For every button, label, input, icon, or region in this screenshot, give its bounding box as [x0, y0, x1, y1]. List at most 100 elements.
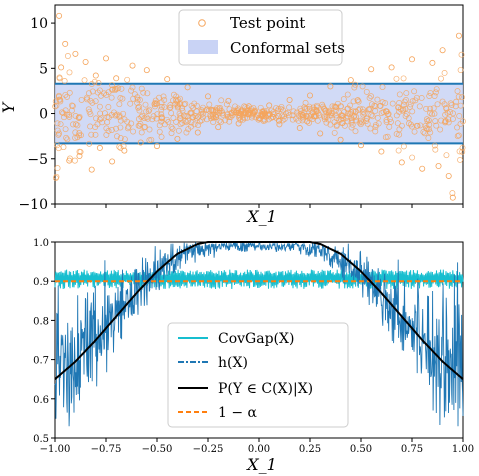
test-point — [121, 136, 128, 143]
test-point — [92, 131, 99, 138]
test-point — [96, 103, 103, 110]
test-point — [431, 110, 438, 117]
test-point — [86, 140, 93, 147]
test-point — [265, 112, 272, 119]
test-point — [352, 128, 359, 135]
test-point — [424, 118, 431, 125]
h-line — [54, 241, 464, 427]
test-point — [297, 108, 304, 115]
test-point — [421, 130, 428, 137]
test-point — [158, 111, 165, 118]
test-point — [137, 96, 143, 103]
test-point — [216, 117, 223, 124]
test-point — [225, 97, 232, 104]
test-point — [452, 103, 459, 110]
test-point — [338, 116, 344, 123]
test-point — [408, 56, 415, 63]
bottom-y-ticks: 0.5 0.6 0.7 0.8 0.9 1.0 — [33, 238, 55, 445]
test-point — [332, 107, 339, 114]
test-point — [92, 72, 99, 79]
test-point — [56, 96, 63, 103]
test-point — [423, 105, 430, 112]
test-point — [232, 109, 239, 116]
test-point — [128, 87, 135, 94]
test-point — [210, 114, 217, 121]
test-point — [175, 127, 182, 134]
test-point — [384, 108, 390, 115]
test-point — [331, 129, 338, 136]
y-tick-label: 5 — [39, 61, 48, 77]
test-point — [360, 111, 367, 118]
test-point — [226, 106, 233, 113]
test-point — [458, 51, 465, 58]
test-point — [151, 101, 158, 108]
test-point — [455, 132, 462, 139]
x-tick-label: 0.75 — [401, 444, 423, 455]
y-tick-label: 0.9 — [33, 277, 49, 288]
test-point — [432, 118, 439, 125]
test-point — [182, 100, 189, 107]
test-point — [89, 88, 96, 95]
test-point — [341, 122, 348, 129]
test-point — [361, 110, 368, 117]
test-point — [124, 125, 131, 132]
legend-label-test-point: Test point — [230, 14, 305, 32]
test-point — [62, 126, 69, 133]
test-point — [117, 124, 124, 131]
test-point — [283, 110, 290, 117]
test-point — [419, 165, 426, 172]
test-point — [108, 127, 115, 133]
test-point — [144, 115, 151, 122]
test-point — [261, 117, 268, 124]
test-point — [128, 120, 135, 127]
test-point — [184, 84, 191, 91]
test-point — [420, 128, 427, 135]
test-point — [137, 120, 144, 127]
y-tick-label: 0.7 — [33, 356, 49, 367]
test-point — [64, 136, 71, 143]
test-point — [320, 113, 327, 120]
test-point — [355, 98, 362, 105]
test-point — [368, 93, 375, 100]
test-point — [138, 129, 145, 136]
test-point — [322, 107, 329, 114]
test-point — [403, 90, 410, 97]
test-point — [134, 96, 141, 103]
test-point — [117, 144, 124, 151]
test-point — [84, 94, 90, 101]
test-point — [359, 83, 366, 90]
x-tick-label: −0.75 — [91, 444, 122, 455]
test-point — [170, 91, 177, 98]
test-point — [117, 135, 124, 142]
test-point — [109, 82, 115, 88]
test-point — [454, 88, 461, 95]
test-point — [442, 118, 449, 125]
bottom-legend: CovGap(X) h(X) P(Y ∈ C(X)|X) 1 − α — [167, 322, 349, 428]
test-point — [458, 94, 465, 101]
test-point — [378, 148, 385, 155]
test-point — [213, 108, 220, 115]
test-point — [354, 97, 361, 104]
legend-label-covgap: CovGap(X) — [218, 331, 294, 347]
test-point — [409, 154, 416, 161]
test-point — [148, 136, 155, 143]
test-point — [260, 107, 267, 114]
test-point — [235, 105, 242, 112]
test-point — [393, 75, 400, 82]
test-point — [152, 100, 159, 106]
test-point — [174, 98, 181, 105]
test-point — [254, 112, 261, 119]
test-point — [459, 148, 466, 155]
test-point — [177, 112, 184, 119]
test-point — [54, 165, 61, 172]
test-point — [105, 104, 112, 110]
test-point — [57, 121, 64, 128]
test-point — [218, 97, 225, 104]
test-point — [289, 112, 296, 119]
test-point — [273, 105, 280, 111]
test-point — [72, 129, 79, 136]
legend-label-prob: P(Y ∈ C(X)|X) — [218, 381, 313, 397]
test-point — [356, 105, 363, 112]
test-point — [363, 88, 370, 95]
x-tick-label: −1.00 — [40, 444, 71, 455]
